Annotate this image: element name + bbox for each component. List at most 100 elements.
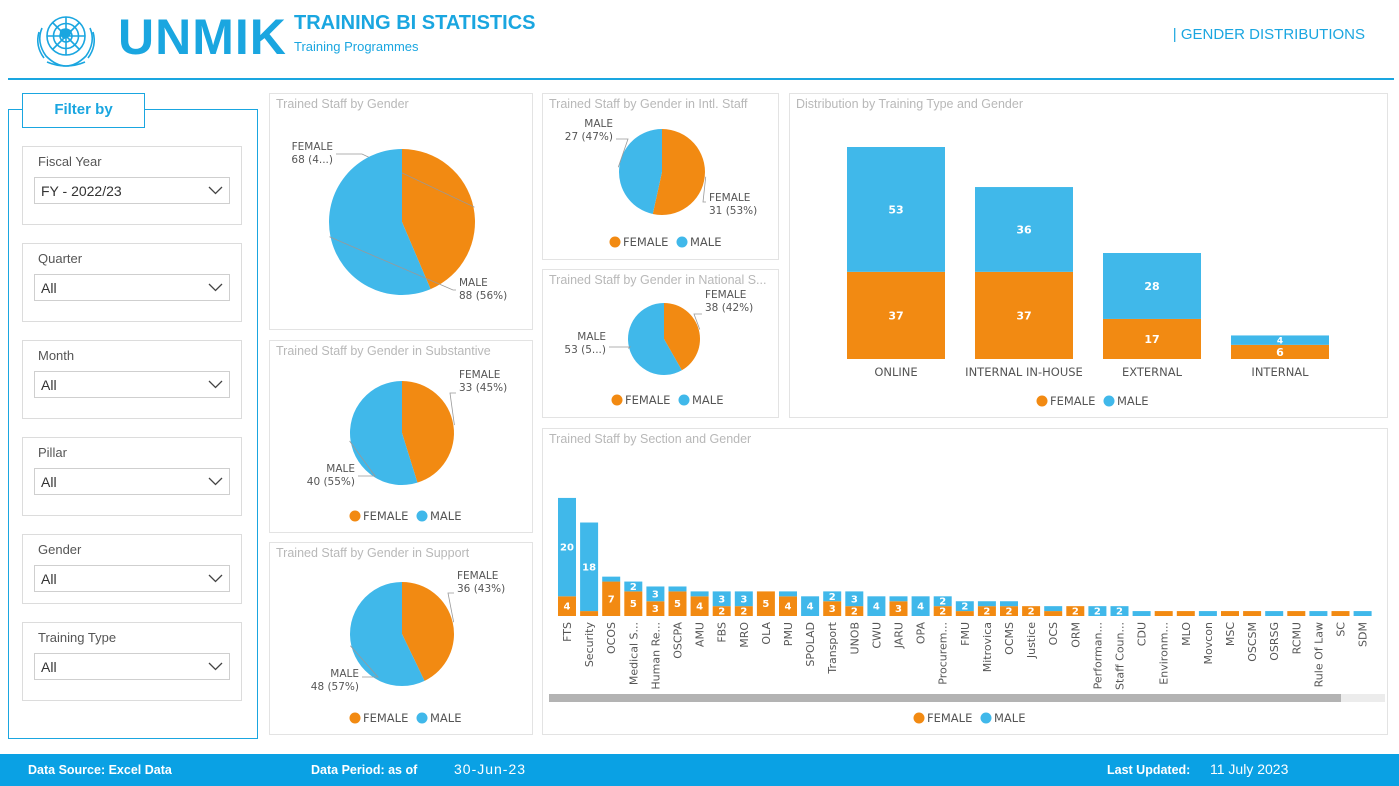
- slicer-label: Gender: [38, 542, 82, 557]
- training-type-dropdown[interactable]: All: [34, 653, 230, 680]
- bar-chart-section[interactable]: 4 20 FTS 18 Security 7 OCOS 5 2 Medical S... 3 3 Hum…: [543, 429, 1389, 736]
- bar-data-label: 4: [917, 602, 924, 613]
- bar-data-label: 4: [785, 602, 792, 613]
- legend-male-label: MALE: [692, 393, 723, 407]
- pie-leader-line: [702, 176, 707, 203]
- fiscal-year-dropdown[interactable]: FY - 2022/23: [34, 177, 230, 204]
- pie-label-value: 53 (5...): [564, 344, 606, 356]
- bar-female: [1243, 611, 1262, 616]
- bar-male: [1110, 606, 1129, 616]
- legend-male-label: MALE: [994, 711, 1025, 725]
- card-national-pie[interactable]: Trained Staff by Gender in National S...…: [542, 269, 779, 418]
- data-period-value: 30-Jun-23: [454, 761, 527, 777]
- pie-label-name: MALE: [577, 331, 606, 343]
- pie-label-value: 88 (56%): [459, 290, 507, 302]
- card-substantive-pie[interactable]: Trained Staff by Gender in Substantive F…: [269, 340, 533, 533]
- slicer-training-type: Training Type All: [22, 622, 242, 701]
- legend-female-label: FEMALE: [623, 235, 668, 249]
- bar-male-internal-in-house: [975, 187, 1073, 272]
- bar-male: [624, 581, 643, 592]
- bar-male: [712, 591, 731, 607]
- x-tick-label: EXTERNAL: [1122, 365, 1183, 379]
- pie-leader-line: [329, 236, 456, 291]
- bar-data-label: 5: [674, 599, 681, 610]
- pie-label-name: MALE: [459, 277, 488, 289]
- slicer-value: All: [41, 659, 57, 675]
- slicer-label: Pillar: [38, 445, 67, 460]
- pie-label-name: MALE: [326, 463, 355, 475]
- report-subtitle: Training Programmes: [294, 39, 419, 54]
- slicer-label: Training Type: [38, 630, 117, 645]
- bar-male: [911, 596, 930, 616]
- legend-female-marker: [349, 712, 361, 724]
- card-support-pie[interactable]: Trained Staff by Gender in Support FEMAL…: [269, 542, 533, 735]
- bar-data-label: 4: [696, 602, 703, 613]
- bar-data-label: 2: [1006, 607, 1013, 618]
- scrollbar-thumb[interactable]: [549, 694, 1341, 702]
- bar-female: [734, 606, 753, 616]
- bar-data-label: 37: [1016, 309, 1031, 322]
- chart-legend: FEMALE MALE: [349, 711, 461, 725]
- un-emblem-icon: [37, 16, 95, 67]
- last-updated-value: 11 July 2023: [1210, 761, 1289, 777]
- month-dropdown[interactable]: All: [34, 371, 230, 398]
- legend-female-label: FEMALE: [363, 509, 408, 523]
- quarter-dropdown[interactable]: All: [34, 274, 230, 301]
- x-tick-label: OSCPA: [672, 622, 685, 659]
- pie-label-name: FEMALE: [292, 141, 333, 153]
- bar-male: [1198, 611, 1217, 616]
- card-intl-pie[interactable]: Trained Staff by Gender in Intl. Staff F…: [542, 93, 779, 260]
- x-tick-label: FMU: [959, 622, 972, 646]
- bar-data-label: 17: [1144, 333, 1159, 346]
- card-gender-pie[interactable]: Trained Staff by Gender FEMALE 68 (4...) M…: [269, 93, 533, 330]
- bar-data-label: 36: [1016, 223, 1032, 236]
- bar-female: [756, 591, 775, 616]
- slicer-gender: Gender All: [22, 534, 242, 604]
- bar-female-external: [1103, 318, 1201, 359]
- legend-female-marker: [611, 394, 623, 406]
- card-training-type-bar[interactable]: Distribution by Training Type and Gender…: [789, 93, 1388, 418]
- bar-data-label: 2: [961, 602, 968, 613]
- chevron-down-icon: [208, 477, 223, 486]
- pie-label-value: 36 (43%): [457, 583, 505, 595]
- chart-title: Trained Staff by Gender in Support: [276, 546, 470, 560]
- bar-male-online: [847, 147, 945, 272]
- bar-data-label: 2: [718, 607, 725, 618]
- legend-female-label: FEMALE: [1050, 394, 1095, 408]
- x-tick-label: Security: [583, 622, 596, 668]
- x-tick-label: MSC: [1224, 622, 1237, 646]
- bar-female: [889, 601, 908, 616]
- bar-data-label: 4: [807, 602, 814, 613]
- pie-label-name: FEMALE: [457, 570, 498, 582]
- x-tick-label: OSRSG: [1268, 622, 1281, 661]
- gender-dropdown[interactable]: All: [34, 565, 230, 592]
- header: UNMIK TRAINING BI STATISTICS Training Pr…: [0, 0, 1399, 80]
- chevron-down-icon: [208, 574, 223, 583]
- slicer-pillar: Pillar All: [22, 437, 242, 516]
- bar-female-internal: [1231, 344, 1329, 359]
- page-name[interactable]: | GENDER DISTRIBUTIONS: [1172, 26, 1365, 43]
- legend-female-label: FEMALE: [625, 393, 670, 407]
- legend-female-label: FEMALE: [927, 711, 972, 725]
- x-tick-label: ONLINE: [874, 365, 917, 379]
- pillar-dropdown[interactable]: All: [34, 468, 230, 495]
- slicer-label: Quarter: [38, 251, 83, 266]
- bar-data-label: 28: [1144, 280, 1159, 293]
- pie-leader-line: [447, 592, 455, 623]
- card-section-bar[interactable]: Trained Staff by Section and Gender 4 20 F…: [542, 428, 1388, 735]
- x-tick-label: Transport: [826, 621, 839, 674]
- bar-data-label: 2: [829, 592, 836, 603]
- bar-male: [867, 596, 886, 616]
- pie-label-value: 38 (42%): [705, 302, 753, 314]
- bar-data-label: 3: [718, 594, 725, 605]
- chart-legend: FEMALE MALE: [1036, 394, 1148, 408]
- footer-bar: Data Source: Excel Data Data Period: as …: [0, 754, 1399, 786]
- brand-name: UNMIK: [118, 9, 287, 65]
- bar-chart-training-type[interactable]: 37 53 ONLINE 37 36 INTERNAL IN-HOUSE 17 28 EXTER…: [790, 94, 1389, 419]
- x-tick-label: PMU: [782, 622, 795, 646]
